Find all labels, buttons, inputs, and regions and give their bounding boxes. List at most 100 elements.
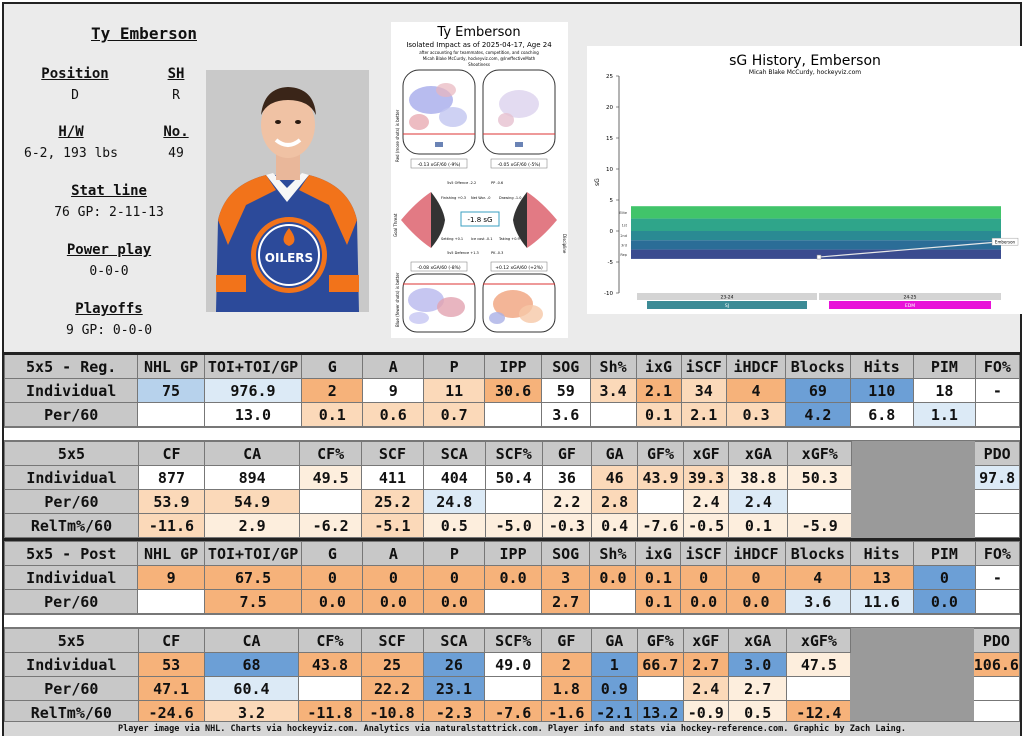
table-cell: 0 — [725, 565, 787, 590]
table-cell: 2.7 — [728, 676, 788, 701]
playoffs-block: Playoffs 9 GP: 0-0-0 — [34, 301, 184, 338]
sg-y-axis-label: sG — [594, 178, 601, 186]
table-cell: 68 — [203, 652, 300, 677]
column-header: FO% — [974, 354, 1021, 379]
number-value: 49 — [168, 146, 184, 161]
column-header: GF% — [637, 441, 684, 466]
table-cell: 1.8 — [541, 676, 592, 701]
column-header: ixG — [635, 541, 682, 566]
column-header: SOG — [540, 354, 591, 379]
table-cell: 411 — [361, 465, 424, 490]
height-weight-block: H/W 6-2, 193 lbs — [16, 124, 126, 161]
season-bar — [637, 293, 817, 300]
playoff-boxscore-table: 5x5 - Post NHL GP TOI+TOI/GP G A P IPP SOG Sh% ix… — [3, 541, 1021, 614]
playoff-onice-table: 5x5 CF CA CF% SCF SCA SCF% GF GA GF% xGF xGA xGF% PDO… — [4, 628, 1021, 725]
tier-band-label: 3rd — [621, 243, 627, 247]
table-cell: 0 — [912, 565, 976, 590]
impact-label: Setting +0.1 — [441, 237, 463, 241]
table-cell: 0.0 — [362, 589, 425, 614]
table-cell: 0.0 — [423, 589, 486, 614]
player-info-section: Ty Emberson Position D SH R H/W 6-2, 193… — [4, 4, 1022, 354]
row-label: Individual — [3, 565, 139, 590]
table-cell: 3.2 — [203, 700, 300, 725]
column-header: GA — [590, 628, 638, 653]
column-header: CA — [203, 441, 301, 466]
column-header: P — [423, 354, 486, 379]
table-cell: 0.1 — [635, 402, 682, 427]
table-cell — [484, 589, 542, 614]
impact-label: 5v5 Defence +1.3 — [447, 251, 479, 255]
table-cell: 0.1 — [301, 402, 364, 427]
table-cell — [589, 589, 637, 614]
column-header: TOI+TOI/GP — [203, 541, 303, 566]
table-cell: 0.0 — [301, 589, 364, 614]
position-value: D — [71, 88, 79, 103]
table-cell — [484, 676, 543, 701]
column-header: GF% — [636, 628, 684, 653]
table-cell: - — [974, 378, 1021, 403]
divider — [4, 352, 1020, 355]
table-cell: 22.2 — [360, 676, 424, 701]
table-cell: 2 — [301, 378, 364, 403]
table-cell — [299, 489, 363, 514]
table-cell: 0.0 — [725, 589, 787, 614]
tier-band-label: Rep — [620, 253, 627, 257]
column-header: A — [362, 354, 425, 379]
impact-side-top: Red (more shots) is better — [395, 109, 400, 162]
table-cell: 2.4 — [682, 676, 730, 701]
gap-cell — [851, 441, 976, 538]
tier-band — [631, 206, 1001, 219]
table-cell: -10.8 — [360, 700, 424, 725]
column-header: xGF — [682, 441, 730, 466]
footer-credits: Player image via NHL. Charts via hockeyv… — [4, 721, 1020, 736]
table-cell: 3.4 — [589, 378, 637, 403]
sg-y-ticks: 25 20 15 10 5 0 -5 -10 — [604, 74, 619, 297]
column-header: Blocks — [785, 541, 851, 566]
team-label: SJ — [725, 303, 729, 309]
table-cell: 2.7 — [540, 589, 591, 614]
table-cell: -11.6 — [137, 513, 206, 538]
column-header: TOI+TOI/GP — [203, 354, 303, 379]
statline-value: 76 GP: 2-11-13 — [54, 205, 164, 220]
pdo-cell — [972, 676, 1021, 701]
season-bar — [819, 293, 1001, 300]
table-cell — [974, 589, 1021, 614]
column-header: SCA — [422, 628, 486, 653]
table-cell: 49.5 — [299, 465, 363, 490]
table-cell — [787, 489, 853, 514]
table-cell: -5.1 — [361, 513, 424, 538]
table-cell: 6.8 — [849, 402, 914, 427]
table-cell — [484, 489, 543, 514]
column-header: SCF% — [484, 628, 543, 653]
column-header: NHL GP — [137, 541, 205, 566]
table-cell: -1.6 — [541, 700, 592, 725]
table-cell: 53.9 — [137, 489, 206, 514]
table-cell — [137, 589, 205, 614]
table-cell — [589, 402, 637, 427]
table-cell: 2.9 — [203, 513, 301, 538]
column-header: xGF% — [787, 441, 853, 466]
table-cell: 75 — [137, 378, 205, 403]
table-cell: -2.3 — [422, 700, 486, 725]
table-cell: 47.1 — [137, 676, 205, 701]
table-cell: 0.9 — [590, 676, 638, 701]
row-label: Individual — [4, 465, 139, 490]
table-cell: 2.4 — [728, 489, 789, 514]
column-header: SCA — [422, 441, 486, 466]
column-header: A — [362, 541, 425, 566]
sg-tier-bands: Elite 1st 2nd 3rd Rep — [619, 206, 1001, 259]
sg-season-bars: 23-24 SJ 24-25 EDM — [637, 293, 1001, 309]
column-header: G — [301, 354, 364, 379]
divider — [4, 538, 1020, 541]
table-cell — [974, 402, 1021, 427]
table-cell: 25.2 — [361, 489, 424, 514]
y-tick-label: 20 — [606, 105, 613, 111]
row-label: RelTm%/60 — [4, 700, 139, 725]
table-cell: 0 — [423, 565, 486, 590]
pdo-cell: 97.8 — [974, 465, 1020, 490]
column-header: Hits — [849, 541, 914, 566]
sg-chart-title: sG History, Emberson — [729, 53, 881, 69]
tier-band — [631, 240, 1001, 250]
table-row: Individual 877 894 49.5 411 404 50.4 36 46 43.9 39… — [4, 465, 1020, 490]
table-cell: 0.1 — [635, 565, 682, 590]
